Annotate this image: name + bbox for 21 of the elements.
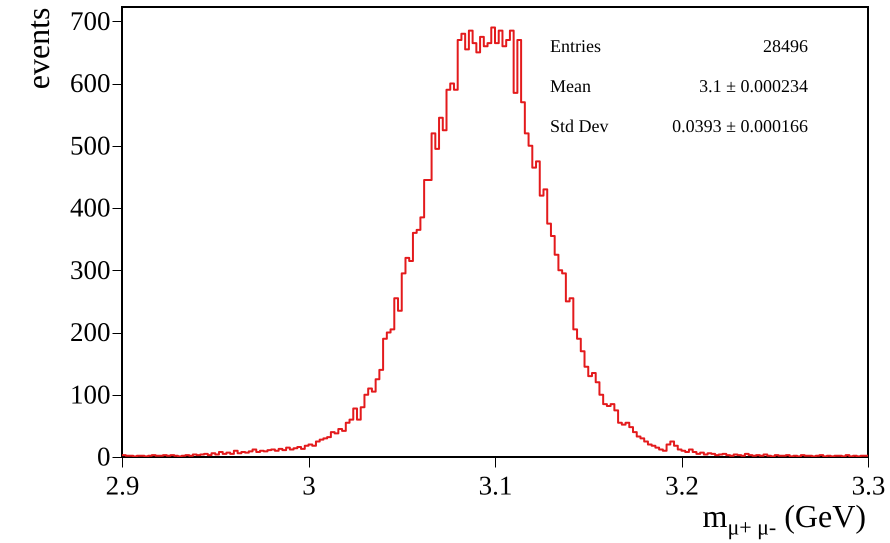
y-tick-label: 600 xyxy=(70,68,110,98)
x-tick-label: 3.3 xyxy=(852,470,886,500)
y-axis-title: events xyxy=(20,8,56,90)
annotation: 0.0393 ± 0.000166 xyxy=(672,116,808,136)
y-tick-label: 0 xyxy=(97,442,110,472)
annotation: Mean xyxy=(550,76,591,96)
x-tick-label: 3.2 xyxy=(665,470,699,500)
y-tick-label: 400 xyxy=(70,192,110,223)
y-tick-label: 300 xyxy=(70,254,110,285)
y-tick-label: 700 xyxy=(70,6,110,36)
x-axis-title: m$_{μ+ μ-}$ (GeV) xyxy=(702,498,866,540)
annotation: Std Dev xyxy=(550,116,608,136)
x-tick-label: 3 xyxy=(302,470,316,500)
annotation: Entries xyxy=(550,36,601,56)
x-tick-label: 3.1 xyxy=(478,470,512,500)
y-tick-label: 200 xyxy=(70,317,110,348)
x-tick-label: 2.9 xyxy=(106,470,140,500)
annotation: 28496 xyxy=(763,36,808,56)
annotation: 3.1 ± 0.000234 xyxy=(699,76,808,96)
y-tick-label: 100 xyxy=(70,379,110,410)
y-tick-label: 500 xyxy=(70,130,110,160)
